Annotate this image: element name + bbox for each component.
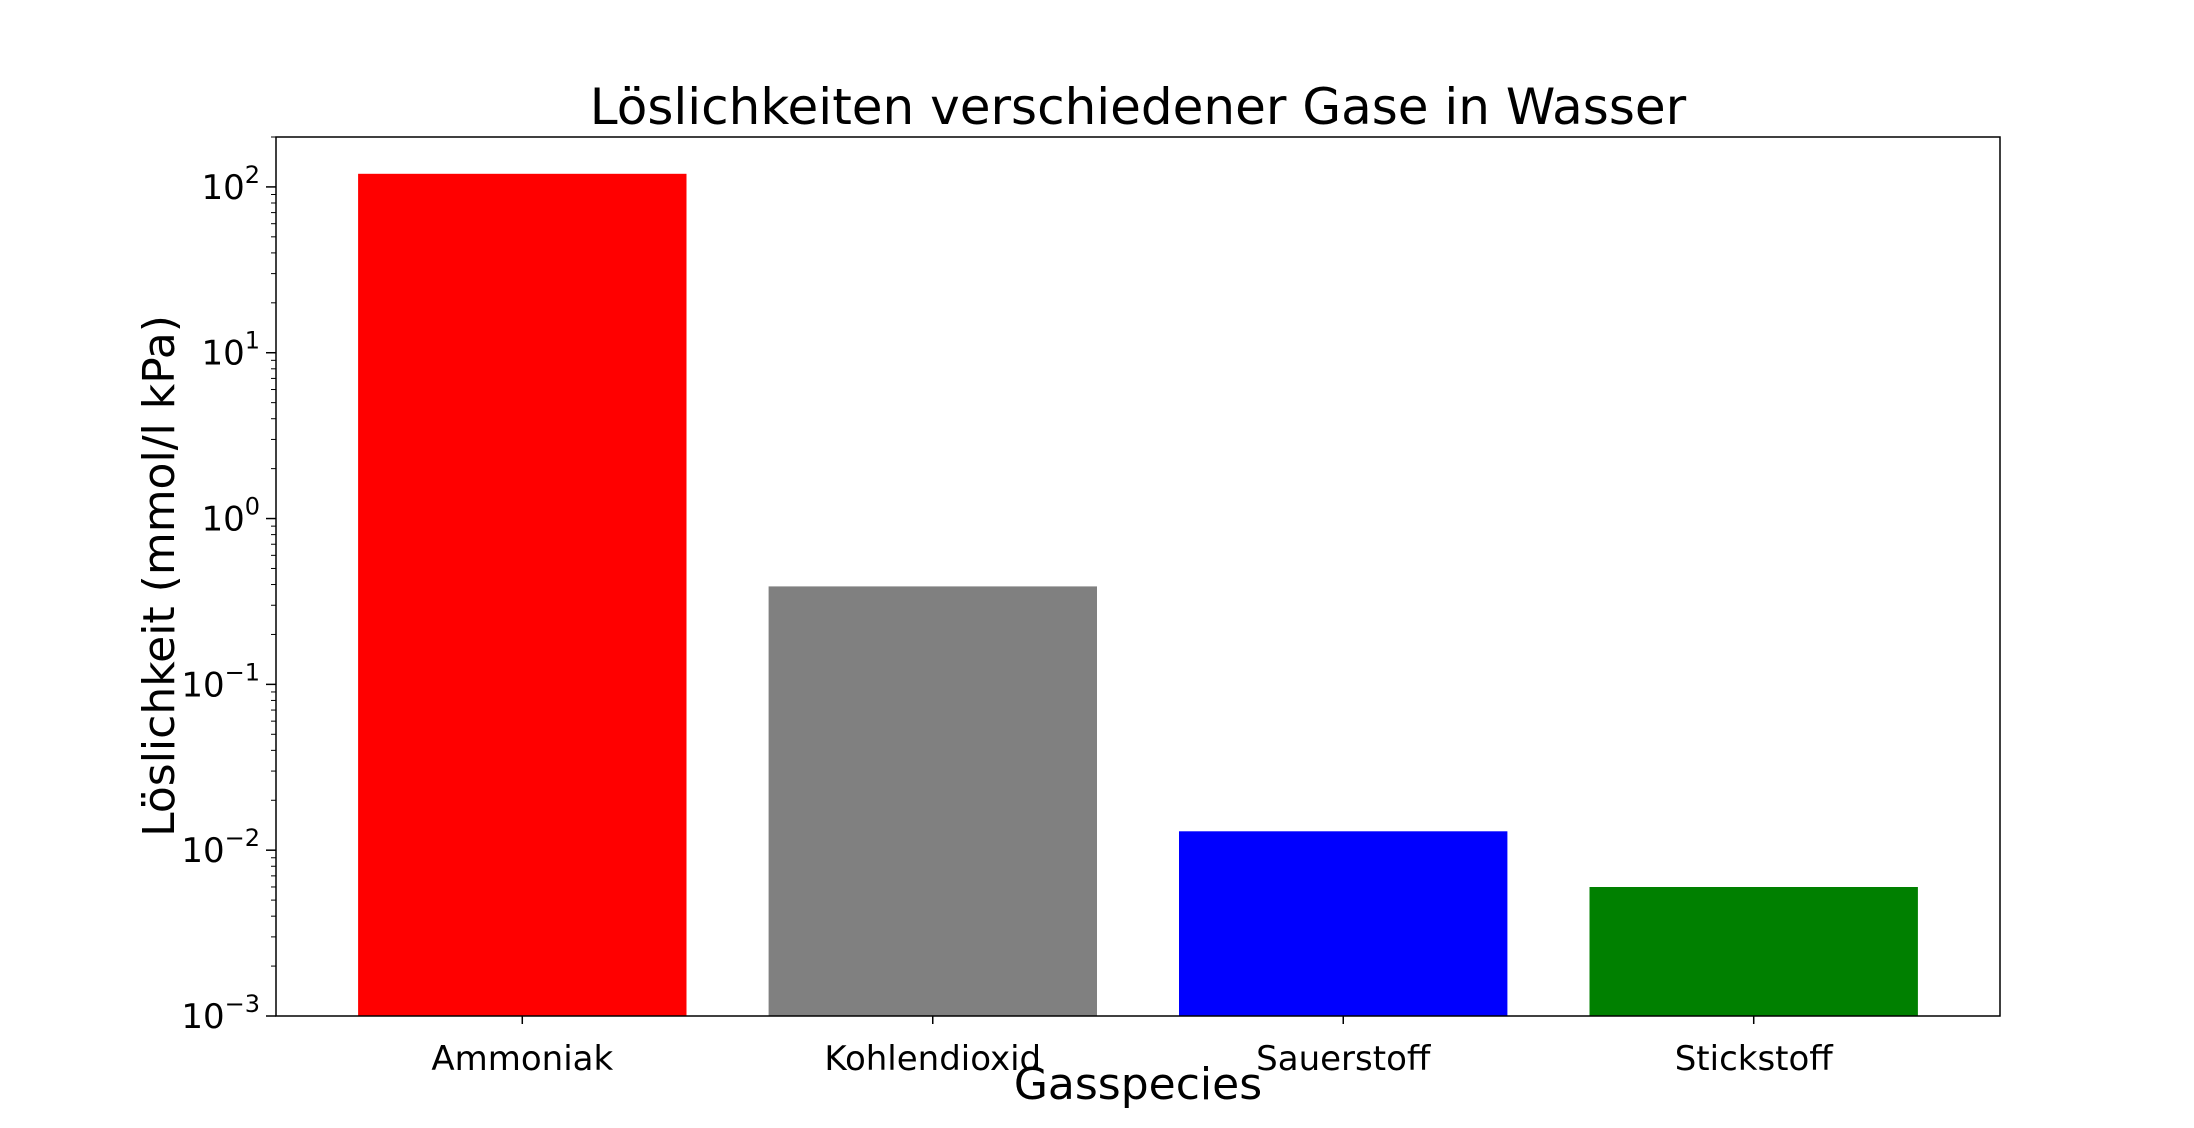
y-tick-label: 100 bbox=[201, 493, 260, 540]
y-tick-label: 10−1 bbox=[181, 658, 260, 705]
chart-title: Löslichkeiten verschiedener Gase in Wass… bbox=[590, 78, 1687, 136]
y-tick-label: 102 bbox=[201, 161, 260, 208]
y-tick-label: 10−2 bbox=[181, 824, 260, 871]
y-tick-label: 10−3 bbox=[181, 990, 260, 1037]
x-tick-label: Kohlendioxid bbox=[824, 1039, 1041, 1079]
x-axis-label: Gasspecies bbox=[1014, 1059, 1262, 1110]
plot-frame bbox=[275, 136, 2001, 1017]
bar-stickstoff bbox=[1589, 887, 1918, 1016]
x-axis-ticks: Ammoniak Kohlendioxid Sauerstoff Stickstoff bbox=[431, 1016, 1834, 1079]
y-axis-ticks: 10−3 10−2 10−1 100 101 102 bbox=[181, 136, 276, 1037]
bar-sauerstoff bbox=[1179, 831, 1508, 1016]
bars-group bbox=[358, 173, 1918, 1017]
bar-kohlendioxid bbox=[768, 586, 1097, 1016]
x-tick-label: Ammoniak bbox=[431, 1039, 613, 1079]
y-axis-label: Löslichkeit (mmol/l kPa) bbox=[134, 315, 185, 837]
x-tick-label: Stickstoff bbox=[1675, 1039, 1835, 1079]
y-tick-label: 101 bbox=[201, 327, 260, 374]
x-tick-label: Sauerstoff bbox=[1256, 1039, 1432, 1079]
bar-ammoniak bbox=[358, 173, 687, 1017]
